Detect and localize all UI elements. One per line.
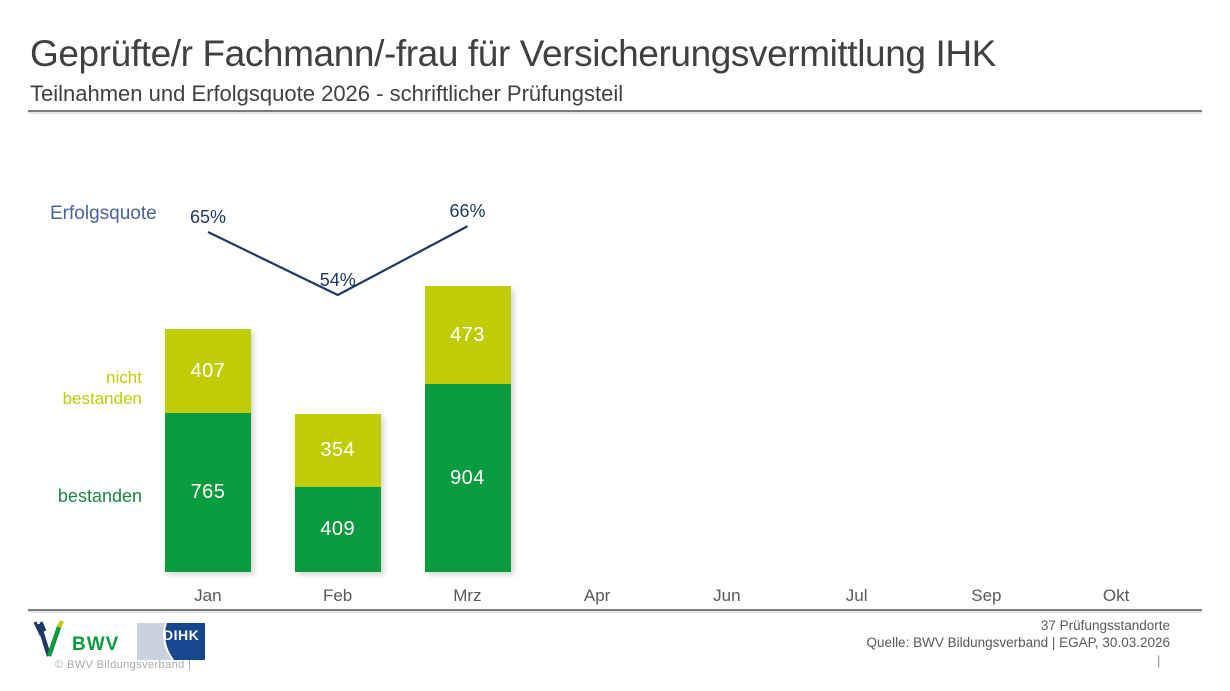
value-label: 407 [190, 359, 226, 382]
segment-bestanden-mrz: 904 [424, 384, 511, 572]
x-axis-label-jun: Jun [713, 586, 741, 605]
dihk-logo: DIHK [137, 623, 205, 660]
rate-label-feb: 54% [319, 270, 356, 291]
x-axis-label-mrz: Mrz [453, 586, 482, 605]
segment-nicht-bestanden-mrz: 473 [424, 286, 511, 384]
copyright-text: © BWV Bildungsverband | [55, 659, 192, 671]
value-label: 904 [450, 466, 485, 489]
bwv-logo: BWV [31, 619, 119, 659]
page-subtitle: Teilnahmen und Erfolgsquote 2026 - schri… [30, 81, 624, 106]
header-divider [28, 110, 1202, 112]
legend-bestanden: bestanden [57, 486, 142, 506]
segment-nicht-bestanden-jan: 407 [165, 329, 251, 413]
legend-nicht-bestanden: nicht bestanden [62, 368, 142, 408]
locations-count: 37 Prüfungsstandorte [1040, 618, 1170, 633]
value-label: 409 [320, 518, 356, 540]
x-axis-label-jul: Jul [845, 586, 868, 605]
line-series-label: Erfolgsquote [50, 203, 157, 224]
dihk-logo-text: DIHK [163, 627, 200, 643]
x-axis-label-apr: Apr [583, 586, 611, 605]
source-text: Quelle: BWV Bildungsverband | EGAP, 30.0… [866, 635, 1170, 650]
value-label: 354 [320, 439, 356, 461]
footer-source-block: 37 Prüfungsstandorte Quelle: BWV Bildung… [867, 617, 1170, 651]
x-axis-label-sep: Sep [971, 586, 1002, 605]
page-title: Geprüfte/r Fachmann/-frau für Versicheru… [30, 33, 996, 74]
segment-nicht-bestanden-feb: 354 [294, 414, 381, 487]
bar-mrz: 473 904 [424, 286, 511, 572]
bwv-logo-text: BWV [72, 634, 120, 655]
rate-label-jan: 65% [189, 207, 227, 227]
x-axis-label-jan: Jan [194, 586, 222, 605]
rate-label-mrz: 66% [449, 201, 486, 222]
footer-divider [28, 609, 1202, 611]
segment-bestanden-feb: 409 [294, 487, 381, 572]
bar-jan: 407 765 [165, 329, 251, 572]
x-axis-label-feb: Feb [322, 586, 353, 605]
page-number-separator: | [1157, 653, 1161, 668]
segment-bestanden-jan: 765 [165, 413, 251, 572]
dihk-logo-icon [137, 623, 205, 660]
bar-feb: 354 409 [294, 414, 381, 572]
x-axis-label-okt: Okt [1102, 586, 1130, 605]
x-axis: Jan Feb Mrz Apr Jun Jul Sep Okt [143, 586, 1181, 608]
bwv-logo-icon [33, 619, 65, 657]
value-label: 765 [190, 481, 226, 503]
value-label: 473 [450, 323, 485, 346]
